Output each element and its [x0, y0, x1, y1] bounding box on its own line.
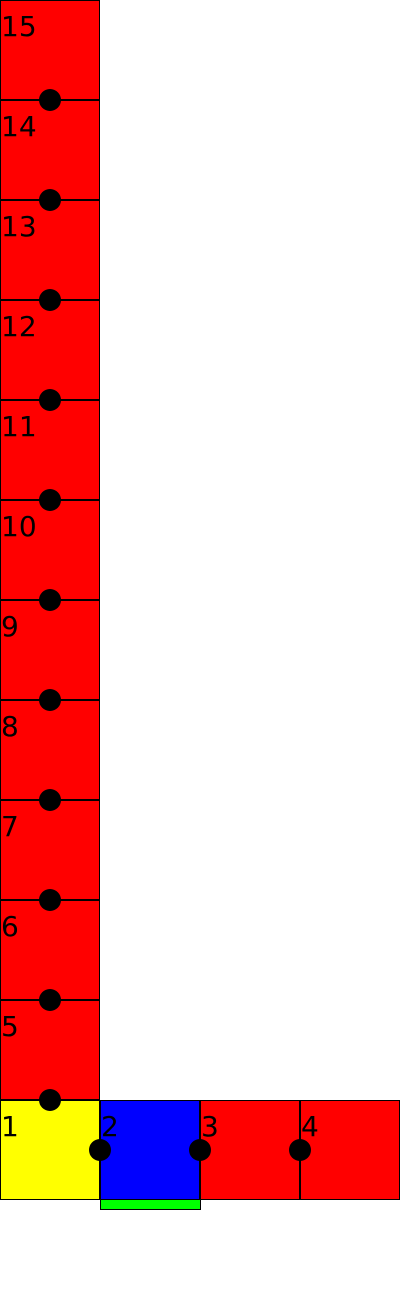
cell-12: 12 [0, 300, 100, 400]
cell-13-label: 13 [1, 210, 37, 243]
joint-dot [39, 889, 61, 911]
cell-5-label: 5 [1, 1010, 19, 1043]
joint-dot [289, 1139, 311, 1161]
joint-dot [39, 489, 61, 511]
joint-dot [39, 1089, 61, 1111]
joint-dot [39, 89, 61, 111]
joint-dot [39, 689, 61, 711]
joint-dot [39, 789, 61, 811]
joint-dot [89, 1139, 111, 1161]
joint-dot [39, 589, 61, 611]
green-indicator-bar [100, 1199, 201, 1210]
cell-14-label: 14 [1, 110, 37, 143]
cell-8-label: 8 [1, 710, 19, 743]
joint-dot [39, 389, 61, 411]
cell-9-label: 9 [1, 610, 19, 643]
cell-2: 2 [100, 1100, 200, 1200]
cell-12-label: 12 [1, 310, 37, 343]
cell-3: 3 [200, 1100, 300, 1200]
cell-15: 15 [0, 0, 100, 100]
cell-10: 10 [0, 500, 100, 600]
cell-6: 6 [0, 900, 100, 1000]
cell-2-label: 2 [101, 1110, 119, 1143]
cell-6-label: 6 [1, 910, 19, 943]
cell-11: 11 [0, 400, 100, 500]
cell-4: 4 [300, 1100, 400, 1200]
joint-dot [39, 289, 61, 311]
joint-dot [189, 1139, 211, 1161]
cell-14: 14 [0, 100, 100, 200]
cell-1: 1 [0, 1100, 100, 1200]
joint-dot [39, 189, 61, 211]
cell-15-label: 15 [1, 10, 37, 43]
cell-9: 9 [0, 600, 100, 700]
cell-4-label: 4 [301, 1110, 319, 1143]
cell-3-label: 3 [201, 1110, 219, 1143]
cell-13: 13 [0, 200, 100, 300]
cell-10-label: 10 [1, 510, 37, 543]
cell-5: 5 [0, 1000, 100, 1100]
cell-7-label: 7 [1, 810, 19, 843]
cell-11-label: 11 [1, 410, 37, 443]
joint-dot [39, 989, 61, 1011]
cell-8: 8 [0, 700, 100, 800]
cell-1-label: 1 [1, 1110, 19, 1143]
cell-7: 7 [0, 800, 100, 900]
